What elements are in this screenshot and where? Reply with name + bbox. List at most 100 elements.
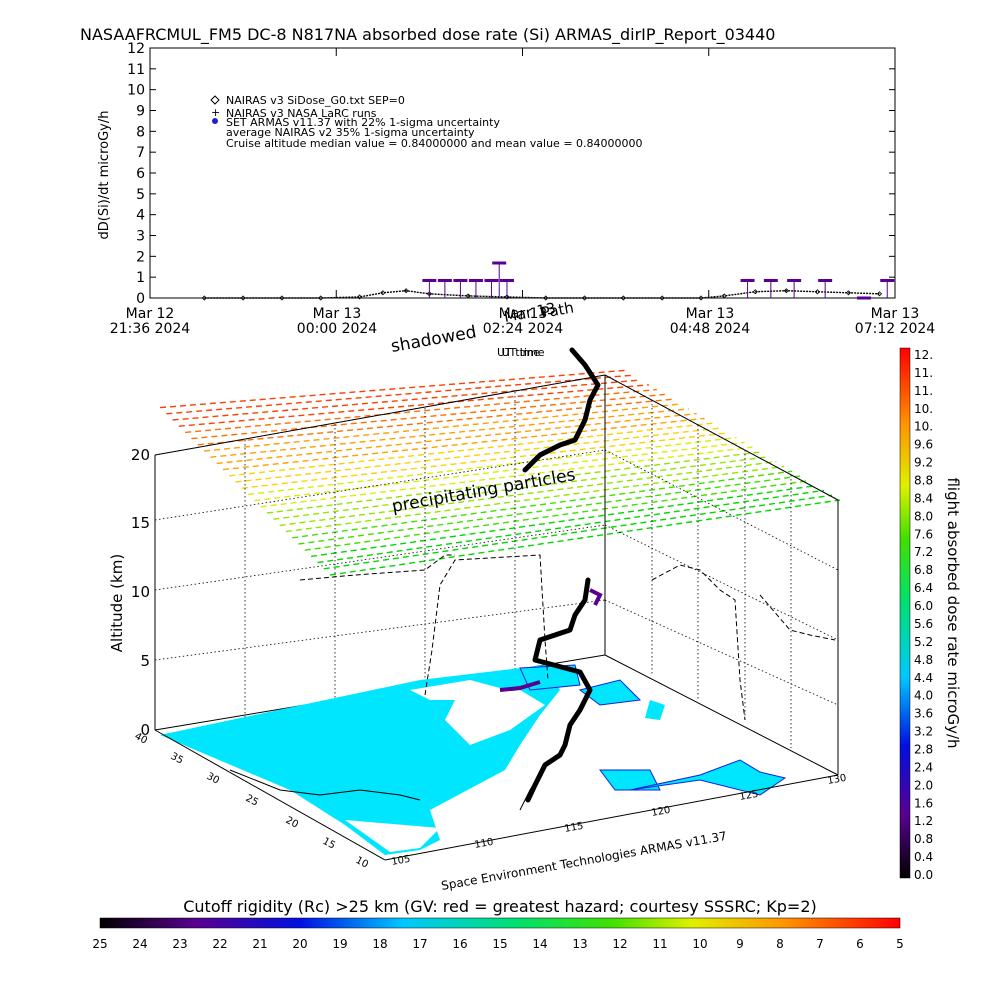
cutoff-colorbar-tick: 16 bbox=[452, 937, 467, 951]
z-tick: 5 bbox=[140, 652, 150, 670]
cutoff-colorbar-tick: 24 bbox=[132, 937, 147, 951]
dose-plane-row bbox=[279, 460, 777, 527]
y-tick-label: 10 bbox=[127, 83, 145, 99]
dose-colorbar-tick: 10. bbox=[914, 402, 933, 416]
cutoff-colorbar-tick: 19 bbox=[332, 937, 347, 951]
dose-colorbar-tick: 11. bbox=[914, 366, 933, 380]
lat-tick: 15 bbox=[321, 836, 337, 852]
dose-plane-row bbox=[323, 494, 833, 570]
dose-plane-row bbox=[304, 480, 809, 551]
lon-tick: 130 bbox=[827, 773, 848, 787]
dose-plane-row bbox=[216, 412, 697, 465]
longitude-ticks: 105 110 115 120 125 130 bbox=[391, 773, 848, 868]
nairas-point bbox=[465, 293, 471, 299]
lat-tick: 20 bbox=[284, 815, 300, 831]
nairas-point bbox=[318, 295, 324, 301]
lon-tick: 115 bbox=[564, 821, 585, 835]
dose-colorbar-tick: 4.8 bbox=[914, 653, 933, 667]
legend-diamond-icon bbox=[210, 95, 220, 105]
nairas-series-line bbox=[204, 290, 880, 299]
dose-colorbar-tick: 9.6 bbox=[914, 438, 933, 452]
lon-tick: 110 bbox=[474, 837, 495, 851]
x-tick-time: 00:00 2024 bbox=[297, 321, 378, 337]
x-tick-time: 21:36 2024 bbox=[110, 321, 191, 337]
cutoff-colorbar-tick: 11 bbox=[652, 937, 667, 951]
flight-path-purple bbox=[589, 588, 603, 606]
dose-colorbar-tick: 0.4 bbox=[914, 850, 933, 864]
dose-colorbar-tick: 6.8 bbox=[914, 563, 933, 577]
cutoff-colorbar-tick: 6 bbox=[856, 937, 864, 951]
flight-path-upper bbox=[522, 347, 601, 473]
y-tick-label: 5 bbox=[136, 187, 145, 203]
dose-colorbar-tick: 2.8 bbox=[914, 742, 933, 756]
y-tick-label: 9 bbox=[136, 104, 145, 120]
nairas-point bbox=[240, 295, 246, 301]
flight-path-lower bbox=[525, 577, 593, 803]
altitude-label: Altitude (km) bbox=[108, 554, 126, 652]
x-tick-date: Mar 13 bbox=[871, 306, 920, 322]
y-tick-label: 6 bbox=[136, 166, 145, 182]
nairas-point bbox=[698, 295, 704, 301]
dose-plane-row bbox=[248, 436, 737, 496]
dose-plane-row bbox=[285, 465, 785, 533]
y-tick-label: 12 bbox=[127, 41, 145, 57]
dose-plane-row bbox=[298, 475, 801, 545]
cutoff-colorbar-tick: 25 bbox=[92, 937, 107, 951]
lat-tick: 25 bbox=[244, 793, 260, 809]
x-tick-date: Mar 13 bbox=[313, 306, 362, 322]
dose-colorbar-tick: 9.2 bbox=[914, 456, 933, 470]
nairas-point bbox=[845, 290, 852, 296]
dose-colorbar-tick: 0.8 bbox=[914, 832, 933, 846]
nairas-point bbox=[582, 295, 588, 301]
dose-rate-plane bbox=[159, 369, 841, 576]
dose-colorbar-tick: 7.6 bbox=[914, 527, 933, 541]
legend-item: average NAIRAS v2 35% 1-sigma uncertaint… bbox=[226, 126, 475, 139]
dose-colorbar bbox=[899, 347, 911, 879]
path-label: Path bbox=[540, 298, 576, 321]
dose-plane-row bbox=[317, 489, 825, 564]
y-tick-label: 8 bbox=[136, 124, 145, 140]
nairas-point bbox=[721, 293, 727, 299]
dose-x-ticklabels: Mar 12 21:36 2024 Mar 13 00:00 2024 Mar … bbox=[110, 306, 936, 337]
dose-colorbar-tick: 4.0 bbox=[914, 689, 933, 703]
legend-item: NAIRAS v3 SiDose_G0.txt SEP=0 bbox=[226, 94, 405, 107]
dose-colorbar-tick: 6.4 bbox=[914, 581, 933, 595]
floor-map bbox=[160, 664, 787, 855]
dose-plane-row bbox=[273, 456, 769, 520]
dose-colorbar-tick: 6.0 bbox=[914, 599, 933, 613]
dose-plane-row bbox=[166, 374, 634, 415]
nairas-point bbox=[876, 291, 883, 297]
cutoff-colorbar-label: Cutoff rigidity (Rc) >25 km (GV: red = g… bbox=[183, 897, 817, 916]
dose-plane-row bbox=[260, 446, 753, 508]
figure-title: NASAAFRCMUL_FM5 DC-8 N817NA absorbed dos… bbox=[80, 25, 775, 45]
dose-plane-row bbox=[172, 379, 641, 421]
dose-colorbar-tick: 8.4 bbox=[914, 491, 933, 505]
y-tick-label: 11 bbox=[127, 62, 145, 78]
z-tick: 20 bbox=[131, 446, 150, 464]
cutoff-colorbar-tick: 22 bbox=[212, 937, 227, 951]
shadowed-label: shadowed bbox=[389, 322, 478, 357]
nairas-point bbox=[783, 288, 789, 294]
dose-colorbar-tick: 2.0 bbox=[914, 778, 933, 792]
nairas-point bbox=[752, 289, 758, 295]
dose-series bbox=[201, 261, 895, 301]
dose-colorbar-tick: 8.8 bbox=[914, 474, 933, 488]
nairas-point bbox=[659, 295, 665, 301]
cutoff-colorbar-tick: 10 bbox=[692, 937, 707, 951]
dose-plane-row bbox=[266, 451, 761, 514]
dose-plane-row bbox=[210, 408, 689, 458]
dose-colorbar-tick: 11. bbox=[914, 384, 933, 398]
z-tick: 0 bbox=[140, 721, 150, 739]
cutoff-colorbar-tick: 23 bbox=[172, 937, 187, 951]
x-tick-date: Mar 13 bbox=[499, 306, 548, 322]
lon-tick: 125 bbox=[739, 789, 760, 803]
dose-plane-row bbox=[197, 398, 673, 446]
lat-tick: 10 bbox=[354, 855, 370, 871]
x-axis-label: UT time bbox=[501, 346, 544, 359]
cutoff-colorbar bbox=[99, 917, 901, 929]
lon-tick: 105 bbox=[391, 854, 412, 868]
cutoff-colorbar-tick: 21 bbox=[252, 937, 267, 951]
dose-plot-frame bbox=[149, 47, 896, 299]
